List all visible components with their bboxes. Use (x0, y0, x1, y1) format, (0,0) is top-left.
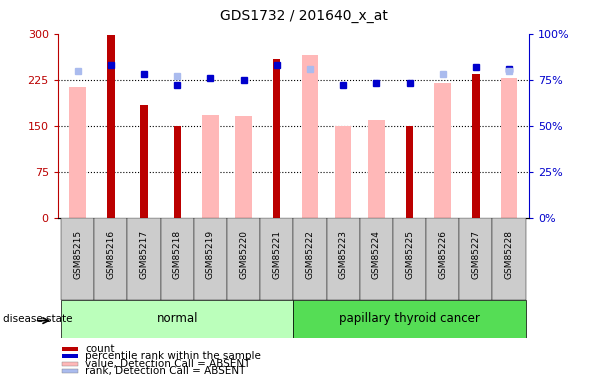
Bar (61, 300, 293, 338)
Bar (406, 126, 413, 218)
Bar (492, 217, 526, 300)
Bar (69, 87, 86, 218)
Text: count: count (85, 344, 115, 354)
Bar (434, 83, 451, 218)
Bar (235, 116, 252, 218)
Text: GSM85223: GSM85223 (339, 230, 348, 279)
Text: rank, Detection Call = ABSENT: rank, Detection Call = ABSENT (85, 366, 246, 375)
Text: GSM85228: GSM85228 (505, 230, 514, 279)
Text: GSM85226: GSM85226 (438, 230, 447, 279)
Text: value, Detection Call = ABSENT: value, Detection Call = ABSENT (85, 359, 250, 369)
Text: percentile rank within the sample: percentile rank within the sample (85, 351, 261, 361)
Bar (501, 78, 517, 218)
Text: GSM85227: GSM85227 (471, 230, 480, 279)
Bar (260, 217, 294, 300)
Text: GSM85216: GSM85216 (106, 230, 116, 279)
Text: normal: normal (156, 312, 198, 325)
Text: disease state: disease state (3, 314, 72, 324)
Bar (62, 362, 78, 366)
Bar (161, 217, 194, 300)
Bar (61, 217, 94, 300)
Bar (326, 217, 360, 300)
Text: GSM85219: GSM85219 (206, 230, 215, 279)
Bar (393, 217, 426, 300)
Bar (293, 217, 326, 300)
Bar (335, 126, 351, 218)
Text: GSM85220: GSM85220 (239, 230, 248, 279)
Bar (472, 74, 480, 217)
Bar (302, 55, 318, 217)
Text: GSM85221: GSM85221 (272, 230, 282, 279)
Bar (426, 217, 459, 300)
Text: GSM85222: GSM85222 (305, 230, 314, 279)
Bar (273, 60, 280, 217)
Text: GSM85225: GSM85225 (405, 230, 414, 279)
Bar (227, 217, 260, 300)
Bar (194, 217, 227, 300)
Bar (368, 120, 385, 218)
Text: GSM85218: GSM85218 (173, 230, 182, 279)
Text: papillary thyroid cancer: papillary thyroid cancer (339, 312, 480, 325)
Text: GSM85217: GSM85217 (140, 230, 148, 279)
Text: GSM85224: GSM85224 (372, 230, 381, 279)
Bar (62, 346, 78, 351)
Bar (293, 300, 526, 338)
Bar (173, 126, 181, 218)
Bar (62, 369, 78, 374)
Bar (459, 217, 492, 300)
Text: GSM85215: GSM85215 (73, 230, 82, 279)
Bar (107, 35, 114, 218)
Bar (202, 115, 219, 218)
Bar (94, 217, 128, 300)
Text: GDS1732 / 201640_x_at: GDS1732 / 201640_x_at (220, 9, 388, 23)
Bar (140, 105, 148, 218)
Bar (128, 217, 161, 300)
Bar (62, 354, 78, 358)
Bar (360, 217, 393, 300)
